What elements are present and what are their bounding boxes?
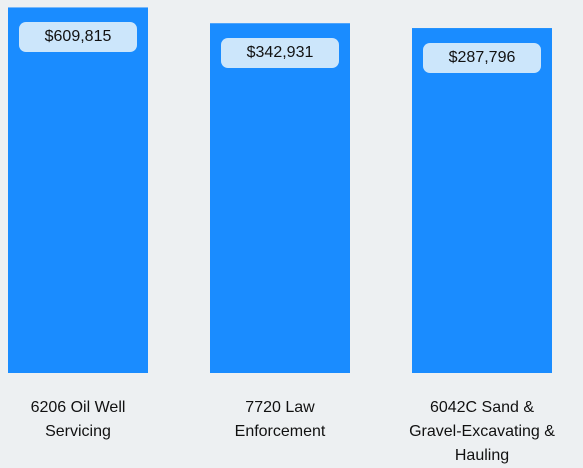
value-label: $342,931 xyxy=(221,38,339,69)
value-label: $609,815 xyxy=(19,22,137,53)
bar xyxy=(8,7,148,374)
x-tick-label: 7720 Law Enforcement xyxy=(234,399,326,440)
bar xyxy=(210,23,350,373)
bar xyxy=(412,28,552,373)
x-tick-label: 6206 Oil Well Servicing xyxy=(30,399,126,440)
value-label: $287,796 xyxy=(423,43,541,74)
x-tick-label: 6042C Sand & Gravel-Excavating & Hauling xyxy=(409,399,555,464)
